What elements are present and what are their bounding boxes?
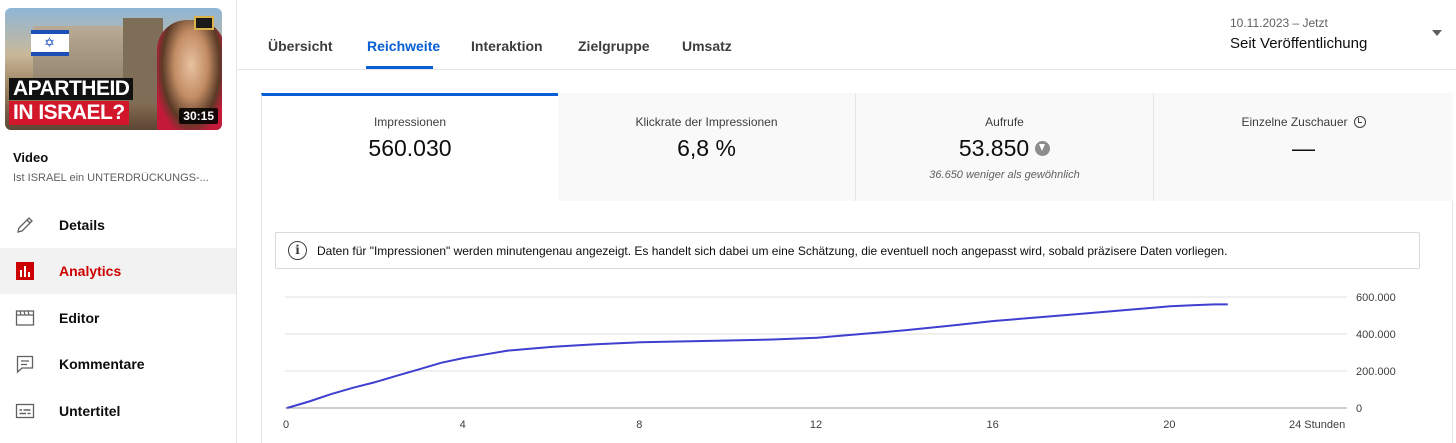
metric-cards: Impressionen 560.030 Klickrate der Impre…	[261, 93, 1453, 201]
metric-value: 53.850	[958, 135, 1030, 161]
analytics-icon	[16, 262, 34, 280]
sidebar-item-subtitles[interactable]: Untertitel	[0, 388, 236, 434]
metric-value: —	[1292, 135, 1315, 161]
pencil-icon	[17, 217, 33, 233]
metric-title: Einzelne Zuschauer	[1241, 115, 1348, 129]
metric-title: Impressionen	[373, 115, 447, 129]
thumbnail-headline-2: IN ISRAEL?	[9, 101, 129, 125]
video-duration: 30:15	[179, 108, 218, 124]
chart-panel	[261, 201, 1453, 443]
sidebar-item-details[interactable]: Details	[0, 202, 236, 248]
notice-text: Daten für "Impressionen" werden minuteng…	[317, 244, 1228, 258]
metric-card-impressions[interactable]: Impressionen 560.030	[261, 93, 558, 201]
analytics-tabs	[238, 0, 1456, 70]
sidebar: ✡ APARTHEID IN ISRAEL? 30:15 Video Ist I…	[0, 0, 237, 443]
sidebar-item-analytics[interactable]: Analytics	[0, 248, 236, 294]
sidebar-item-label: Kommentare	[59, 356, 145, 372]
date-range-dates: 10.11.2023 – Jetzt	[1230, 16, 1328, 30]
sidebar-item-label: Untertitel	[59, 403, 121, 419]
video-thumbnail[interactable]: ✡ APARTHEID IN ISRAEL? 30:15	[5, 8, 222, 130]
israel-flag-icon: ✡	[31, 30, 69, 56]
y-tick-label: 200.000	[1356, 366, 1396, 378]
impressions-line-chart: 0 200.000 400.000 600.000 0 4 8 12 16 20 24 Stunde…	[283, 292, 1396, 431]
tab-overview[interactable]: Übersicht	[268, 38, 333, 54]
video-title: Ist ISRAEL ein UNTERDRÜCKUNGS-...	[13, 172, 209, 184]
sidebar-item-comments[interactable]: Kommentare	[0, 341, 236, 387]
tab-audience[interactable]: Zielgruppe	[578, 38, 650, 54]
impressions-series-line[interactable]	[286, 303, 1228, 409]
metric-title: Aufrufe	[985, 115, 1024, 129]
metric-card-ctr[interactable]: Klickrate der Impressionen 6,8 %	[558, 93, 856, 201]
info-notice: i Daten für "Impressionen" werden minute…	[275, 232, 1420, 269]
x-tick-label: 0	[283, 419, 289, 431]
metric-subtext: 36.650 weniger als gewöhnlich	[929, 169, 1080, 181]
sidebar-item-label: Analytics	[59, 263, 122, 279]
channel-logo-icon	[194, 16, 214, 30]
metric-title: Klickrate der Impressionen	[635, 115, 778, 129]
tab-engagement[interactable]: Interaktion	[471, 38, 543, 54]
comment-icon	[16, 355, 34, 374]
metric-card-unique-viewers[interactable]: Einzelne Zuschauer —	[1154, 93, 1453, 201]
y-tick-label: 0	[1356, 403, 1362, 415]
x-tick-label: 8	[636, 419, 642, 431]
x-tick-label: 12	[810, 419, 822, 431]
thumbnail-headline-1: APARTHEID	[9, 78, 134, 100]
arrow-down-icon	[1035, 141, 1051, 156]
x-tick-label: 20	[1163, 419, 1175, 431]
date-range-selector[interactable]: 10.11.2023 – Jetzt Seit Veröffentlichung	[1230, 16, 1367, 52]
sidebar-item-label: Details	[59, 217, 105, 233]
sidebar-item-label: Editor	[59, 310, 100, 326]
tab-revenue[interactable]: Umsatz	[682, 38, 732, 54]
y-tick-label: 600.000	[1356, 292, 1396, 304]
dropdown-caret-icon[interactable]	[1432, 30, 1442, 36]
tab-reach[interactable]: Reichweite	[367, 38, 441, 54]
metric-value: 560.030	[368, 135, 452, 161]
sidebar-item-editor[interactable]: Editor	[0, 295, 236, 341]
metric-value: 6,8 %	[677, 135, 736, 161]
active-tab-indicator	[366, 66, 433, 69]
x-tick-label: 4	[460, 419, 466, 431]
y-tick-label: 400.000	[1356, 329, 1396, 341]
info-icon: i	[288, 241, 307, 260]
x-tick-label: 24 Stunden	[1289, 419, 1345, 431]
subtitles-icon	[15, 403, 35, 419]
clapperboard-icon	[15, 310, 35, 326]
x-tick-label: 16	[987, 419, 999, 431]
date-range-label: Seit Veröffentlichung	[1230, 35, 1368, 52]
clock-icon[interactable]	[1353, 116, 1366, 128]
metric-card-views[interactable]: Aufrufe 53.850 36.650 weniger als gewöhn…	[856, 93, 1154, 201]
video-label: Video	[13, 150, 49, 165]
